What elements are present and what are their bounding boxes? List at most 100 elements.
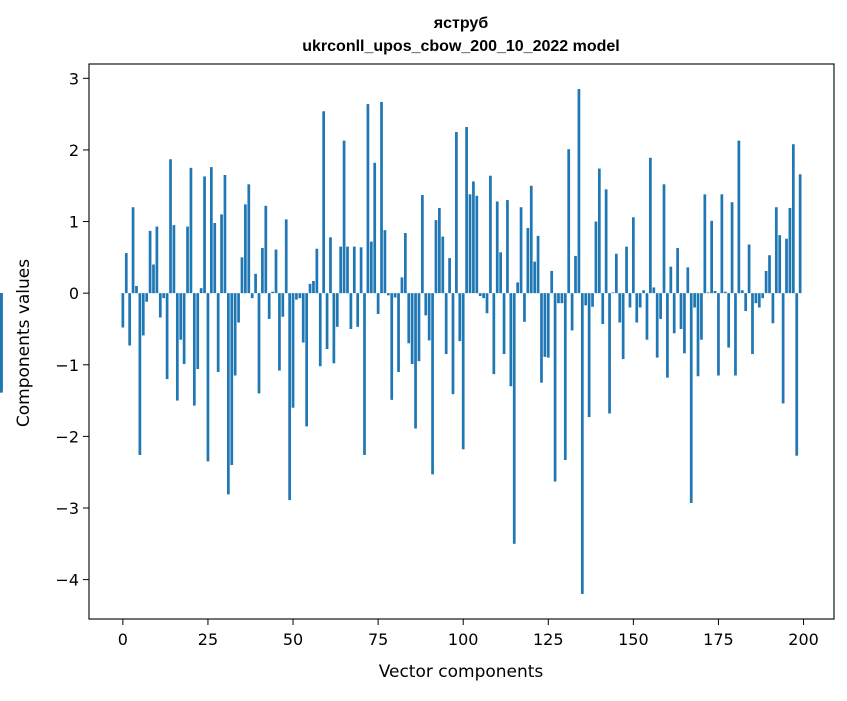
bar [713,291,717,294]
bar [179,293,183,340]
x-tick-label: 175 [703,630,734,649]
bar [597,168,601,294]
bar [397,293,400,372]
bar [485,293,489,314]
bar [625,246,628,294]
bar [754,293,758,304]
bar [798,174,802,294]
bar [686,267,690,294]
bar [506,200,509,294]
bar [747,244,751,294]
bar [482,293,485,299]
x-tick-label: 50 [283,630,303,649]
plot-frame [88,63,835,620]
bar [526,227,530,294]
bar [492,293,496,375]
bar [155,226,159,294]
x-tick-label: 125 [533,630,564,649]
bar [761,293,765,299]
x-tick-label: 100 [448,630,479,649]
bar [335,293,339,327]
bar [774,207,778,294]
bar [543,293,547,357]
bar [291,293,295,408]
y-tick-label: −2 [55,427,79,446]
bar [369,241,373,294]
bar [679,293,683,329]
bar [417,293,421,362]
axes: 0 25 50 75 100 125 150 175 200 −4 −3 −2 −1 0 1 2 3 [55,63,835,649]
bar [223,175,227,294]
bar [757,293,761,308]
bar [274,249,278,294]
bar [499,252,502,294]
bar [158,293,162,318]
bar [635,293,639,323]
bar [475,195,479,294]
bar [346,246,349,294]
y-tick-label: −3 [55,499,79,518]
bar [649,157,652,294]
bar [247,184,251,294]
bar-series [0,89,802,594]
bar [693,293,696,308]
x-tick-label: 200 [788,630,819,649]
bar [386,293,390,296]
x-tick-label: 150 [618,630,649,649]
bar [502,293,506,355]
bar [451,293,455,395]
bar [764,270,768,294]
bar [400,277,404,294]
bar [472,181,475,294]
bar [267,293,271,319]
bar [363,293,366,456]
x-tick-label: 75 [368,630,388,649]
bar [196,293,200,370]
bar [192,293,196,406]
y-tick-label: 1 [69,213,79,232]
bar [523,293,526,322]
bar [380,101,383,294]
bar [124,253,128,294]
bar [162,293,166,299]
bar [216,293,220,372]
bar [244,204,247,294]
bar [628,293,632,308]
bar [352,246,356,294]
bar [557,293,560,304]
y-tick-label: −1 [55,356,79,375]
bar [410,293,414,365]
bar [781,293,785,404]
bar [737,140,741,294]
bar [618,293,622,323]
y-tick-label: 2 [69,141,79,160]
bar [509,293,513,387]
bar [393,293,397,298]
bar [349,293,353,329]
bar [580,293,584,594]
bar [203,176,206,294]
bar [250,293,254,299]
bar [308,283,312,294]
bar [278,293,281,371]
x-tick-label: 25 [198,630,218,649]
bar [710,220,714,294]
bar [672,293,676,334]
bar [740,290,744,294]
bar [584,293,588,306]
bar [145,293,149,302]
bar [131,207,135,294]
bar [540,293,543,383]
bar [315,248,319,294]
x-axis-label: Vector components [379,662,544,682]
bar [186,226,189,294]
bar [135,286,138,294]
bar [734,293,737,376]
bar [206,293,210,462]
bar [376,293,380,314]
y-tick-label: −4 [55,571,79,590]
y-axis-label: Components values [14,259,34,427]
bar [591,293,594,307]
bar [567,149,571,294]
